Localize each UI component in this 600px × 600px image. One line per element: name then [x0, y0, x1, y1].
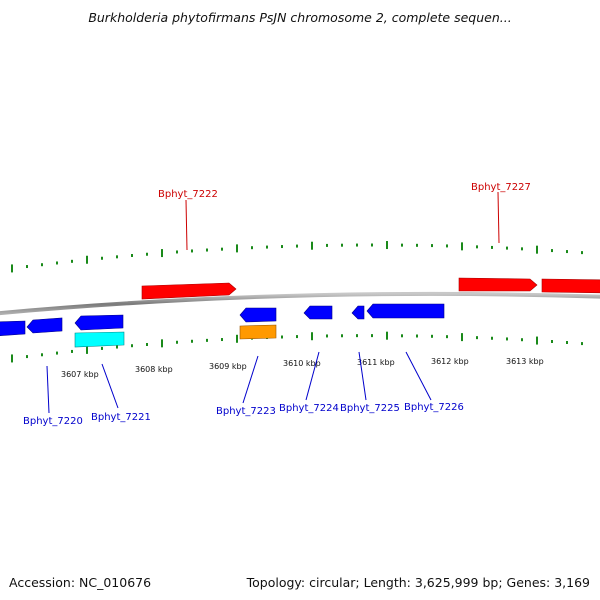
map-title: Burkholderia phytofirmans PsJN chromosom… [88, 10, 512, 25]
gene-label-bphyt-7226[interactable]: Bphyt_7226 [404, 402, 464, 413]
gene-bphyt-7221-feature[interactable] [74, 314, 124, 331]
tick-row-top [11, 241, 583, 273]
tick-label-3613: 3613 kbp [506, 357, 544, 366]
gene-bphyt-7227-feature[interactable] [458, 277, 538, 292]
forward-genes [141, 277, 600, 300]
gene-bphyt-7226-feature[interactable] [366, 303, 445, 319]
gene-bphyt-7224-feature[interactable] [303, 305, 333, 320]
gene-label-bphyt-7220[interactable]: Bphyt_7220 [23, 416, 83, 427]
leader-bphyt-7222 [185, 199, 188, 251]
leader-bphyt-7224 [305, 351, 320, 401]
leader-bphyt-7220 [46, 365, 50, 414]
genome-stats-text: Topology: circular; Length: 3,625,999 bp… [246, 575, 590, 590]
leader-bphyt-7223 [242, 355, 259, 404]
gene-bphyt-7223-feature[interactable] [239, 307, 277, 323]
gene-bphyt-7220-feature[interactable] [26, 317, 63, 334]
gene-label-bphyt-7225[interactable]: Bphyt_7225 [340, 403, 400, 414]
gene-labels: Bphyt_7222 Bphyt_7227 Bphyt_7220 Bphyt_7… [23, 182, 531, 427]
gene-bphyt-7223-orange-feature[interactable] [239, 324, 277, 340]
gene-partial-right-feature[interactable] [541, 278, 600, 294]
scale-labels: 3607 kbp 3608 kbp 3609 kbp 3610 kbp 3611… [61, 357, 544, 379]
gene-partial-left-feature[interactable] [0, 320, 26, 336]
gene-label-bphyt-7223[interactable]: Bphyt_7223 [216, 406, 276, 417]
tick-label-3607: 3607 kbp [61, 370, 99, 379]
accession-text: Accession: NC_010676 [9, 575, 152, 590]
tick-row-bottom [11, 331, 583, 363]
gene-bphyt-7225-feature[interactable] [351, 305, 365, 320]
leader-bphyt-7221 [101, 363, 119, 409]
leader-bphyt-7225 [358, 351, 367, 401]
leader-lines [46, 191, 500, 414]
reverse-genes [0, 303, 445, 348]
tick-label-3609: 3609 kbp [209, 362, 247, 371]
tick-label-3611: 3611 kbp [357, 358, 395, 367]
leader-bphyt-7227 [497, 191, 500, 244]
gene-label-bphyt-7224[interactable]: Bphyt_7224 [279, 403, 339, 414]
tick-label-3608: 3608 kbp [135, 365, 173, 374]
gene-label-bphyt-7227[interactable]: Bphyt_7227 [471, 182, 531, 193]
gene-label-bphyt-7222[interactable]: Bphyt_7222 [158, 189, 218, 200]
tick-label-3612: 3612 kbp [431, 357, 469, 366]
leader-bphyt-7226 [405, 351, 432, 401]
chromosome-backbone [0, 291, 600, 316]
gene-bphyt-7222-feature[interactable] [141, 282, 237, 300]
gene-label-bphyt-7221[interactable]: Bphyt_7221 [91, 412, 151, 423]
tick-label-3610: 3610 kbp [283, 359, 321, 368]
gene-bphyt-7221-cyan-feature[interactable] [74, 331, 125, 348]
